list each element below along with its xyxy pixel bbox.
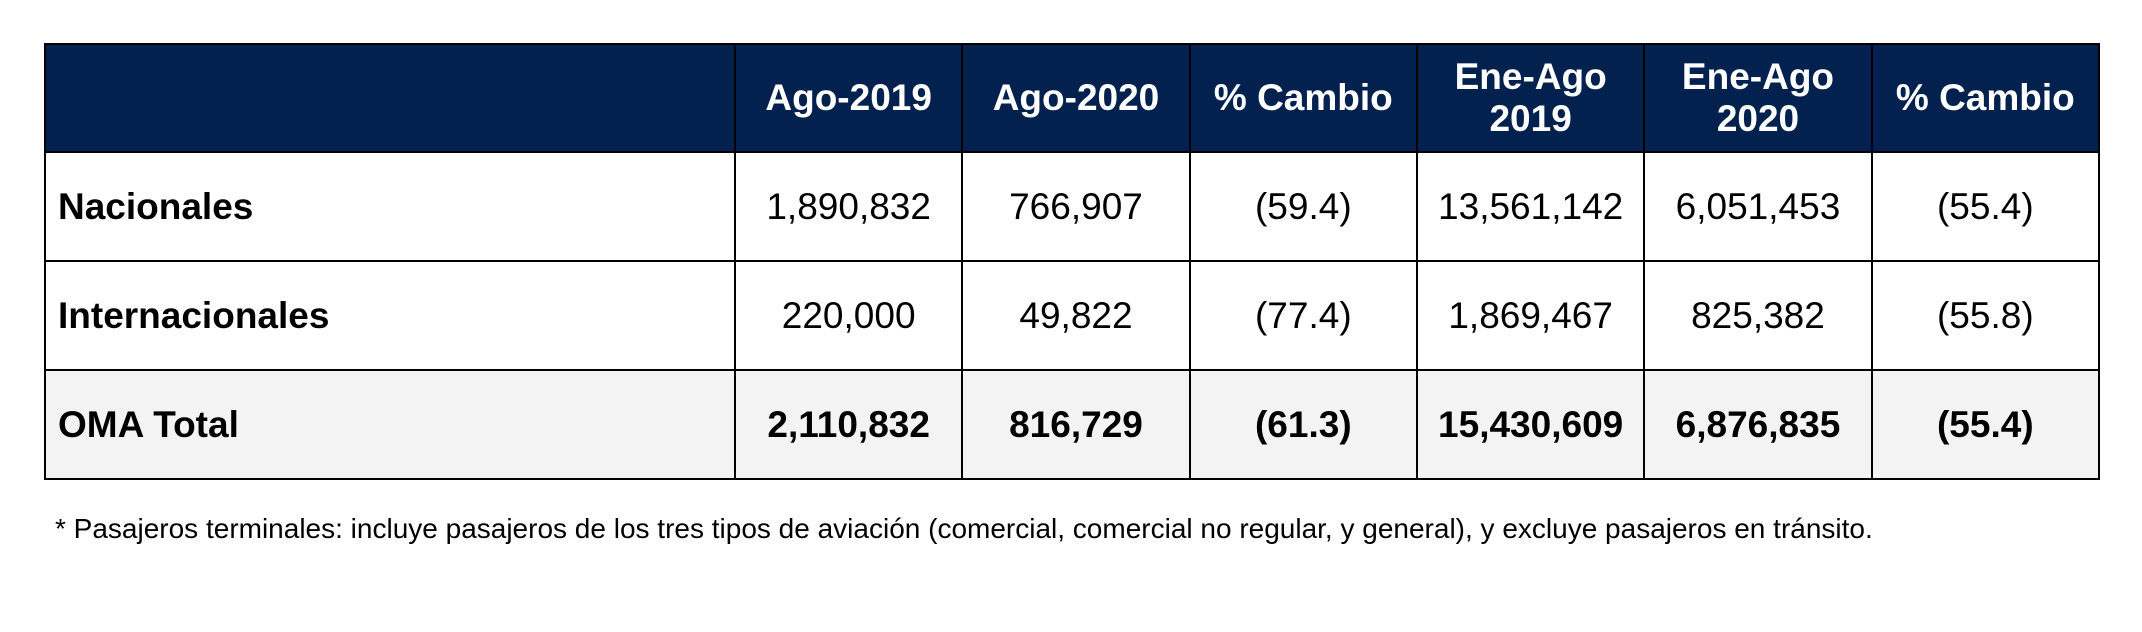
cell-internacionales-cambio-ago: (77.4): [1188, 260, 1418, 371]
row-label-internacionales: Internacionales: [44, 260, 736, 371]
cell-nacionales-ene-ago-2020: 6,051,453: [1643, 151, 1873, 262]
footnote: * Pasajeros terminales: incluye pasajero…: [55, 513, 1873, 544]
cell-internacionales-cambio-ene-ago: (55.8): [1870, 260, 2101, 371]
cell-oma-total-ago-2020: 816,729: [961, 369, 1191, 480]
header-cell-cambio-ago: % Cambio: [1188, 43, 1418, 153]
cell-internacionales-ene-ago-2019: 1,869,467: [1415, 260, 1646, 371]
header-cell-label: [44, 43, 736, 153]
cell-nacionales-ene-ago-2019: 13,561,142: [1415, 151, 1646, 262]
passenger-traffic-table: Ago-2019 Ago-2020 % Cambio Ene-Ago 2019 …: [44, 43, 2101, 480]
header-cell-ene-ago-2020: Ene-Ago 2020: [1643, 43, 1873, 153]
cell-oma-total-ene-ago-2019: 15,430,609: [1415, 369, 1646, 480]
header-cell-ene-ago-2019: Ene-Ago 2019: [1415, 43, 1646, 153]
row-label-oma-total: OMA Total: [44, 369, 736, 480]
table-body: Nacionales 1,890,832 766,907 (59.4) 13,5…: [44, 151, 2101, 480]
table-header: Ago-2019 Ago-2020 % Cambio Ene-Ago 2019 …: [44, 43, 2101, 153]
cell-oma-total-ene-ago-2020: 6,876,835: [1643, 369, 1873, 480]
header-cell-ago-2020: Ago-2020: [961, 43, 1191, 153]
cell-oma-total-cambio-ene-ago: (55.4): [1870, 369, 2101, 480]
cell-nacionales-cambio-ago: (59.4): [1188, 151, 1418, 262]
table-row-oma-total: OMA Total 2,110,832 816,729 (61.3) 15,43…: [44, 369, 2101, 480]
header-row: Ago-2019 Ago-2020 % Cambio Ene-Ago 2019 …: [44, 43, 2101, 153]
cell-nacionales-cambio-ene-ago: (55.4): [1870, 151, 2101, 262]
cell-oma-total-ago-2019: 2,110,832: [733, 369, 964, 480]
table-row-internacionales: Internacionales 220,000 49,822 (77.4) 1,…: [44, 260, 2101, 371]
header-cell-cambio-ene-ago: % Cambio: [1870, 43, 2101, 153]
cell-nacionales-ago-2019: 1,890,832: [733, 151, 964, 262]
cell-nacionales-ago-2020: 766,907: [961, 151, 1191, 262]
cell-internacionales-ago-2019: 220,000: [733, 260, 964, 371]
passenger-traffic-table-container: Ago-2019 Ago-2020 % Cambio Ene-Ago 2019 …: [44, 43, 2101, 480]
cell-internacionales-ago-2020: 49,822: [961, 260, 1191, 371]
cell-oma-total-cambio-ago: (61.3): [1188, 369, 1418, 480]
table-row-nacionales: Nacionales 1,890,832 766,907 (59.4) 13,5…: [44, 151, 2101, 262]
cell-internacionales-ene-ago-2020: 825,382: [1643, 260, 1873, 371]
header-cell-ago-2019: Ago-2019: [733, 43, 964, 153]
row-label-nacionales: Nacionales: [44, 151, 736, 262]
